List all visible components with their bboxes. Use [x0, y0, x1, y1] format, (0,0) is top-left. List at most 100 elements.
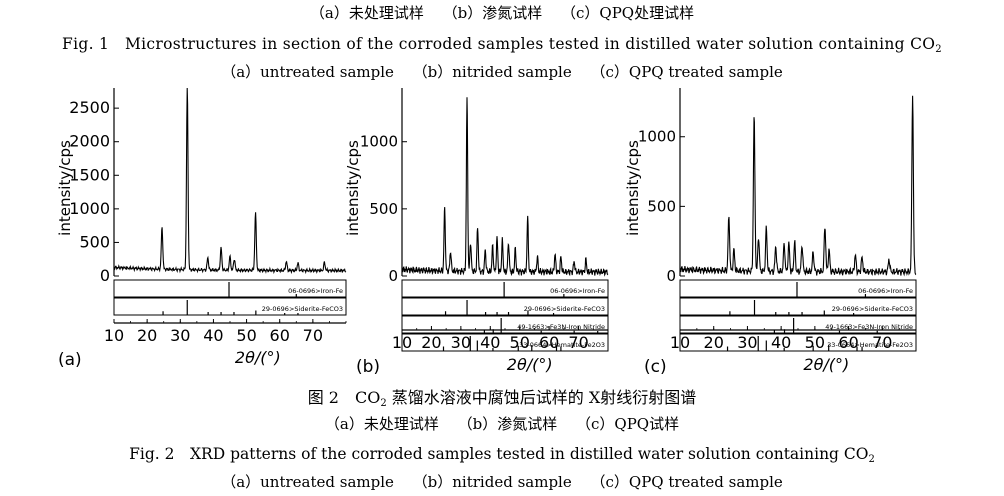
reference-bar-label: 33-0664>Hematite-Fe2O3 [519, 341, 605, 349]
reference-bar: 49-1663>Fe3N-Iron Nitride [401, 315, 609, 334]
x-tick-label: 50 [510, 333, 530, 352]
reference-bar-frame [113, 297, 347, 316]
y-tick-label: 0 [100, 266, 110, 285]
reference-bar-label: 06-0696>Iron-Fe [550, 287, 605, 295]
reference-bar: 33-0664>Hematite-Fe2O3 [401, 333, 609, 352]
fig1-panel-a-cn: （a）未处理试样 [309, 4, 424, 22]
reference-bar-frame [679, 315, 917, 334]
xrd-panel-b: 0 500 1000 intensity/cps 06-0696>Iron-Fe 29-0… [344, 78, 616, 382]
fig1-title-subscript: 2 [935, 44, 942, 55]
reference-bar: 33-0664>Hematite-Fe2O3 [679, 333, 917, 352]
xrd-pattern-line [401, 97, 609, 277]
xrd-pattern-line [113, 87, 347, 275]
xrd-panel-a: 0 500 1000 1500 2000 2500 intensity/cps 06-0696… [56, 78, 350, 382]
fig1-panel-a-en: （a）untreated sample [221, 63, 394, 81]
xrd-panel-c: 0 500 1000 intensity/cps 06-0696>Iron-Fe 29-0… [624, 78, 924, 382]
fig2-title-cn-subscript: 2 [380, 398, 387, 409]
x-tick-label: 50 [805, 333, 825, 352]
fig2-panel-c-cn: （c）QPQ试样 [576, 415, 680, 433]
y-tick-label: 500 [79, 232, 110, 251]
y-tick-label: 0 [388, 267, 398, 285]
reference-bar: 29-0696>Siderite-FeCO3 [113, 297, 347, 316]
reference-bar-frame [679, 297, 917, 316]
y-tick-label: 1000 [360, 133, 398, 151]
fig1-panels-cn: （a）未处理试样 （b）渗氮试样 （c）QPQ处理试样 [0, 2, 1004, 23]
y-axis-label: intensity/cps [56, 140, 74, 236]
x-tick-label: 30 [451, 333, 471, 352]
reference-bar-label: 49-1663>Fe3N-Iron Nitride [517, 323, 605, 331]
reference-bar: 06-0696>Iron-Fe [113, 279, 347, 298]
reference-bar-frame [401, 315, 609, 334]
x-tick-label: 70 [872, 333, 892, 352]
x-tick-label: 70 [568, 333, 588, 352]
y-axis-label: intensity/cps [344, 140, 362, 236]
reference-bar: 29-0696>Siderite-FeCO3 [679, 297, 917, 316]
x-axis-label: 2θ/(°) [235, 348, 281, 367]
fig2-title-cn: 图 2 CO2 蒸馏水溶液中腐蚀后试样的 X射线衍射图谱 [0, 384, 1004, 409]
fig1-panel-c-cn: （c）QPQ处理试样 [561, 4, 695, 22]
fig1-panel-b-cn: （b）渗氮试样 [442, 4, 543, 22]
reference-bar-frame [401, 279, 609, 298]
y-tick-label: 1500 [69, 165, 110, 184]
fig1-panel-b-en: （b）nitrided sample [412, 63, 572, 81]
x-tick-label: 30 [737, 333, 757, 352]
x-tick-label: 10 [104, 326, 124, 345]
x-tick-label: 60 [270, 326, 290, 345]
xrd-pattern-line [679, 95, 917, 277]
reference-bar-label: 06-0696>Iron-Fe [288, 287, 343, 295]
x-tick-label: 10 [670, 333, 690, 352]
reference-bar-label: 06-0696>Iron-Fe [858, 287, 913, 295]
fig1-panel-c-en: （c）QPQ treated sample [590, 63, 783, 81]
fig2-title: Fig. 2 XRD patterns of the corroded samp… [0, 442, 1004, 465]
fig2-title-cn-text: 图 2 CO [307, 388, 381, 407]
fig2-title-subscript: 2 [868, 454, 875, 465]
reference-bar-label: 29-0696>Siderite-FeCO3 [832, 305, 913, 313]
fig2-panel-b-en: （b）nitrided sample [412, 473, 572, 491]
x-axis-label: 2θ/(°) [507, 355, 553, 374]
fig2-panel-c-en: （c）QPQ treated sample [590, 473, 783, 491]
x-tick-label: 20 [704, 333, 724, 352]
panel-label: (a) [58, 350, 82, 370]
fig2-panels-en: （a）untreated sample （b）nitrided sample （… [0, 471, 1004, 492]
fig2-panel-a-en: （a）untreated sample [221, 473, 394, 491]
reference-bar-frame [679, 279, 917, 298]
panel-label: (b) [356, 357, 380, 377]
y-axis-label: intensity/cps [624, 140, 642, 236]
fig1-title-text: Fig. 1 Microstructures in section of the… [62, 35, 936, 53]
y-tick-label: 0 [666, 267, 676, 285]
fig2-title-cn-rest: 蒸馏水溶液中腐蚀后试样的 X射线衍射图谱 [386, 388, 697, 407]
x-tick-label: 20 [137, 326, 157, 345]
reference-bar-frame [401, 297, 609, 316]
x-axis-label: 2θ/(°) [803, 355, 849, 374]
xrd-chart-a: 0 500 1000 1500 2000 2500 intensity/cps 06-0696… [56, 87, 347, 370]
fig2-title-text: Fig. 2 XRD patterns of the corroded samp… [129, 445, 869, 463]
panel-label: (c) [644, 357, 667, 377]
x-tick-label: 50 [236, 326, 256, 345]
y-tick-label: 1000 [69, 199, 110, 218]
fig2-panel-a-cn: （a）未处理试样 [324, 415, 439, 433]
y-tick-label: 2500 [69, 98, 110, 117]
fig1-panels-en: （a）untreated sample （b）nitrided sample （… [0, 61, 1004, 82]
x-tick-label: 60 [838, 333, 858, 352]
fig1-title: Fig. 1 Microstructures in section of the… [0, 32, 1004, 55]
y-tick-label: 500 [369, 200, 398, 218]
y-tick-label: 1000 [638, 128, 676, 146]
x-tick-label: 30 [170, 326, 190, 345]
x-tick-label: 10 [392, 333, 412, 352]
reference-bar: 29-0696>Siderite-FeCO3 [401, 297, 609, 316]
reference-bar-label: 49-1663>Fe3N-Iron Nitride [825, 323, 913, 331]
reference-bar-label: 29-0696>Siderite-FeCO3 [262, 305, 343, 313]
fig2-panel-b-cn: （b）渗氮试样 [457, 415, 558, 433]
x-tick-label: 60 [539, 333, 559, 352]
y-tick-label: 500 [647, 197, 676, 215]
reference-bar: 06-0696>Iron-Fe [679, 279, 917, 298]
reference-bar-label: 29-0696>Siderite-FeCO3 [524, 305, 605, 313]
reference-bar-frame [113, 279, 347, 298]
x-tick-label: 40 [480, 333, 500, 352]
fig2-panels-cn: （a）未处理试样 （b）渗氮试样 （c）QPQ试样 [0, 413, 1004, 434]
x-tick-label: 40 [203, 326, 223, 345]
x-tick-label: 40 [771, 333, 791, 352]
x-tick-label: 70 [303, 326, 323, 345]
x-tick-label: 20 [421, 333, 441, 352]
